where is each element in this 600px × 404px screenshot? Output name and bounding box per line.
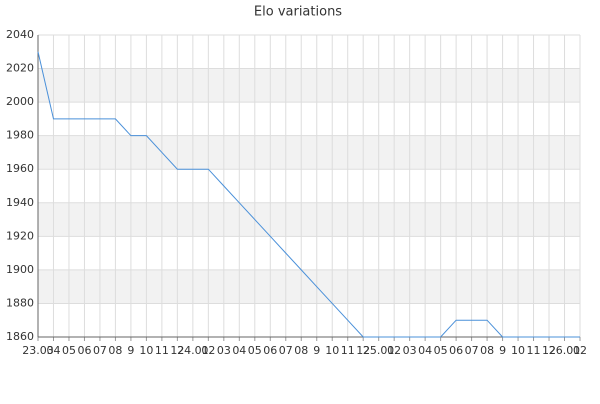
y-tick-label: 1880 [6,296,34,309]
x-tick-label: 03 [403,344,417,357]
x-tick-label: 02 [573,344,587,357]
y-tick-label: 1940 [6,196,34,209]
grid-band [38,269,580,304]
data-line [37,51,580,338]
x-tick-label: 02 [387,344,401,357]
x-tick-label: 08 [108,344,122,357]
x-tick-label: 9 [127,344,134,357]
y-tick-label: 1860 [6,330,34,343]
y-tick-label: 1960 [6,162,34,175]
x-tick-label: 05 [248,344,262,357]
x-tick-label: 07 [279,344,293,357]
x-tick-label: 10 [325,344,339,357]
x-tick-label: 06 [449,344,463,357]
chart-title: Elo variations [254,5,342,20]
x-tick-label: 10 [511,344,525,357]
x-tick-label: 04 [232,344,246,357]
grid-band [38,68,580,103]
x-tick-label: 06 [77,344,91,357]
x-tick-label: 9 [499,344,506,357]
y-tick-label: 1920 [6,229,34,242]
x-tick-label: 02 [201,344,215,357]
y-tick-label: 1980 [6,129,34,142]
x-tick-label: 04 [418,344,432,357]
x-tick-label: 08 [480,344,494,357]
x-tick-label: 25.01 [363,344,395,357]
grid-band [38,202,580,237]
x-tick-label: 03 [217,344,231,357]
x-tick-label: 11 [527,344,541,357]
y-tick-label: 2000 [6,95,34,108]
x-tick-label: 26.01 [549,344,581,357]
x-tick-label: 23.03 [22,344,54,357]
y-tick-label: 2040 [6,28,34,41]
y-tick-label: 2020 [6,62,34,75]
x-tick-label: 12 [170,344,184,357]
x-tick-label: 05 [434,344,448,357]
x-tick-label: 11 [155,344,169,357]
x-tick-label: 10 [139,344,153,357]
x-tick-label: 9 [313,344,320,357]
x-tick-label: 06 [263,344,277,357]
x-tick-label: 07 [465,344,479,357]
x-tick-label: 08 [294,344,308,357]
x-tick-label: 12 [542,344,556,357]
x-tick-label: 07 [93,344,107,357]
x-tick-label: 11 [341,344,355,357]
grid-band [38,135,580,170]
x-tick-label: 04 [46,344,60,357]
x-tick-label: 24.01 [177,344,209,357]
y-tick-label: 1900 [6,263,34,276]
x-tick-label: 05 [62,344,76,357]
x-tick-label: 12 [356,344,370,357]
